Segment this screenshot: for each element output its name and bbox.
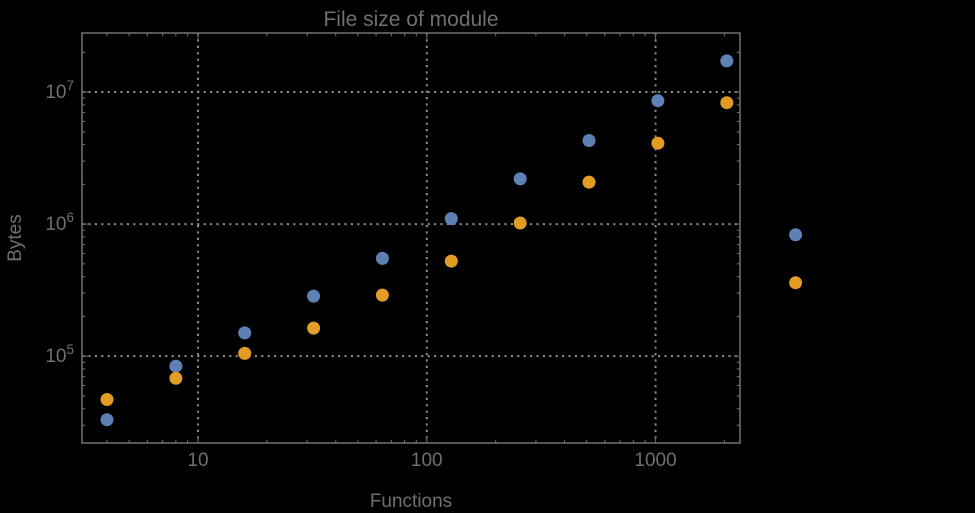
data-point-series-blue	[375, 251, 389, 265]
data-point-series-orange	[444, 254, 458, 268]
y-axis-label: Bytes	[5, 214, 26, 262]
data-point-series-orange	[375, 288, 389, 302]
tick-labels: 10 100 1000 105 106 107	[45, 78, 676, 471]
y-tick-label: 107	[45, 78, 74, 103]
data-point-series-blue	[720, 54, 734, 68]
data-point-series-orange	[789, 276, 803, 290]
plot-frame	[81, 32, 741, 444]
gridlines	[82, 33, 740, 443]
y-tick-label: 106	[45, 210, 74, 235]
x-tick-label: 10	[187, 450, 208, 471]
data-point-series-blue	[100, 413, 114, 427]
data-point-series-orange	[720, 96, 734, 110]
data-point-series-blue	[789, 228, 803, 242]
x-tick-label: 1000	[634, 450, 676, 471]
data-point-series-blue	[513, 172, 527, 186]
data-point-series-orange	[307, 321, 321, 335]
data-point-series-orange	[100, 393, 114, 406]
data-point-series-blue	[307, 289, 321, 303]
data-point-series-blue	[582, 134, 596, 147]
data-point-series-orange	[651, 136, 665, 150]
data-point-series-blue	[238, 326, 252, 340]
x-axis-label: Functions	[370, 491, 452, 512]
chart-title: File size of module	[323, 8, 498, 31]
data-points	[100, 54, 803, 427]
data-point-series-orange	[169, 371, 183, 385]
data-point-series-blue	[444, 212, 458, 226]
y-tick-label: 105	[45, 342, 74, 367]
data-point-series-orange	[513, 216, 527, 230]
data-point-series-blue	[651, 94, 665, 108]
data-point-series-blue	[169, 359, 183, 373]
x-tick-label: 100	[411, 450, 443, 471]
data-point-series-orange	[238, 346, 252, 360]
data-point-series-orange	[582, 175, 596, 189]
